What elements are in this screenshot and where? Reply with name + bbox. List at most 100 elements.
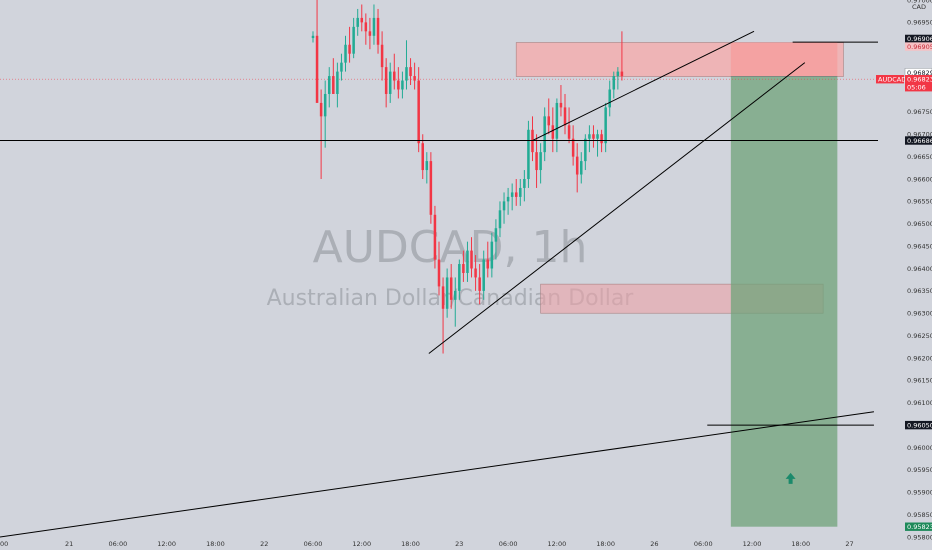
- candle[interactable]: [453, 277, 457, 327]
- candle[interactable]: [433, 205, 437, 269]
- candle[interactable]: [466, 241, 469, 282]
- candle[interactable]: [462, 250, 465, 282]
- candle[interactable]: [449, 264, 453, 309]
- candle[interactable]: [551, 107, 555, 153]
- x-tick-label: 00: [0, 540, 8, 548]
- candle[interactable]: [510, 183, 514, 211]
- candle-body: [425, 161, 429, 171]
- candle[interactable]: [608, 80, 611, 117]
- candle[interactable]: [368, 17, 372, 50]
- candle[interactable]: [490, 232, 494, 278]
- candle[interactable]: [441, 277, 445, 354]
- candle[interactable]: [535, 134, 538, 188]
- candle[interactable]: [405, 40, 408, 90]
- candle[interactable]: [620, 31, 624, 81]
- time-axis[interactable]: 00 21 06:00 12:00 18:00 22 06:00 12:00 18:00 23 06…: [0, 540, 854, 548]
- wedge-upper-line[interactable]: [532, 30, 755, 141]
- candle-body: [478, 277, 481, 291]
- candle[interactable]: [445, 268, 449, 318]
- candle[interactable]: [547, 98, 551, 135]
- candle[interactable]: [588, 125, 591, 153]
- currency-label: CAD: [912, 3, 926, 11]
- candle[interactable]: [575, 143, 579, 193]
- y-tick-label: 0.95950: [907, 466, 932, 474]
- candle[interactable]: [563, 93, 567, 135]
- price-tag-bg: [905, 83, 932, 92]
- candle-body: [588, 134, 591, 139]
- candle-body: [397, 80, 400, 90]
- candle-body: [445, 277, 449, 309]
- candle[interactable]: [332, 58, 335, 94]
- candle[interactable]: [376, 8, 380, 54]
- candle[interactable]: [327, 67, 331, 108]
- price-tag-label: 0.96050: [907, 421, 932, 429]
- candle[interactable]: [474, 255, 477, 291]
- position-stop-zone[interactable]: [730, 42, 838, 77]
- candle[interactable]: [384, 58, 388, 108]
- candle[interactable]: [417, 67, 420, 153]
- price-tag-label: 0.95823: [907, 523, 932, 531]
- candle[interactable]: [356, 8, 359, 36]
- candle[interactable]: [482, 250, 485, 300]
- candle-body: [474, 268, 477, 278]
- candle[interactable]: [336, 62, 339, 108]
- candle[interactable]: [592, 125, 595, 148]
- candle[interactable]: [425, 152, 429, 184]
- zones-layer: [0, 42, 878, 527]
- candle[interactable]: [498, 201, 502, 238]
- wedge-lower-line[interactable]: [428, 62, 806, 354]
- candle[interactable]: [421, 134, 425, 179]
- candle[interactable]: [458, 259, 461, 300]
- candle[interactable]: [514, 179, 518, 206]
- candle[interactable]: [470, 237, 473, 278]
- candle[interactable]: [315, 0, 319, 103]
- candle[interactable]: [506, 187, 510, 215]
- candle[interactable]: [323, 80, 327, 148]
- candle[interactable]: [555, 98, 559, 153]
- candle[interactable]: [409, 58, 412, 86]
- candle[interactable]: [604, 102, 607, 153]
- candle[interactable]: [596, 129, 599, 157]
- candle-body: [604, 107, 607, 144]
- candle-body: [360, 17, 364, 23]
- candle[interactable]: [380, 31, 384, 81]
- candle[interactable]: [437, 241, 441, 296]
- candle-body: [388, 71, 392, 94]
- candle[interactable]: [360, 4, 364, 32]
- y-tick-label: 0.96300: [907, 310, 932, 318]
- up-arrow-icon[interactable]: [785, 472, 796, 484]
- candle[interactable]: [502, 192, 506, 224]
- candle[interactable]: [397, 67, 400, 99]
- candle[interactable]: [478, 264, 481, 305]
- candle[interactable]: [364, 13, 368, 45]
- candle[interactable]: [319, 89, 323, 180]
- long-term-support-line[interactable]: [0, 411, 875, 538]
- candle[interactable]: [486, 241, 490, 278]
- candle[interactable]: [559, 85, 563, 117]
- candle[interactable]: [567, 107, 571, 144]
- candle[interactable]: [340, 53, 343, 81]
- candle[interactable]: [344, 35, 347, 72]
- candle[interactable]: [580, 152, 583, 184]
- candle[interactable]: [519, 179, 522, 206]
- candle-body: [584, 138, 587, 162]
- candle[interactable]: [401, 71, 404, 99]
- candle[interactable]: [539, 143, 542, 184]
- candle[interactable]: [413, 62, 416, 90]
- y-tick-label: 0.96000: [907, 444, 932, 452]
- candle[interactable]: [311, 31, 315, 43]
- candle[interactable]: [372, 4, 376, 45]
- candle[interactable]: [571, 125, 575, 166]
- candle[interactable]: [388, 62, 392, 103]
- candle[interactable]: [612, 71, 616, 99]
- candle[interactable]: [429, 152, 433, 224]
- candle[interactable]: [494, 219, 498, 260]
- candle[interactable]: [348, 26, 351, 63]
- position-target-zone[interactable]: [730, 76, 838, 527]
- candle[interactable]: [616, 67, 620, 90]
- candle[interactable]: [527, 120, 530, 188]
- candle[interactable]: [352, 17, 355, 59]
- candle[interactable]: [523, 170, 526, 202]
- candle[interactable]: [393, 53, 396, 90]
